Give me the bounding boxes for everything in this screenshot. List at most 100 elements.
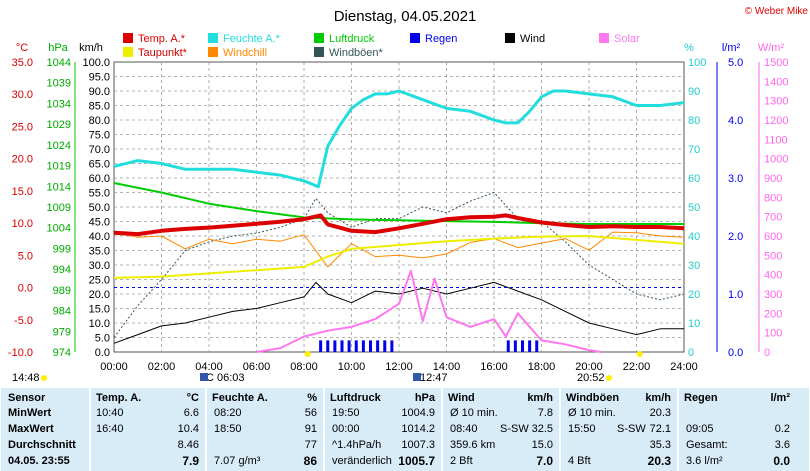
rain-bar [354,340,358,352]
temp-tick-label: 15.0 [12,186,33,198]
press-time-min: 19:50 [332,407,360,419]
press-axis-unit: hPa [48,42,68,54]
speed-tick-label: 50.0 [89,202,110,214]
header-temp-unit: °C [186,392,199,404]
speed-tick-label: 25.0 [89,275,110,287]
hum-time-cur: 7.07 g/m³ [214,455,261,467]
gust-value-avg: 35.3 [649,439,671,451]
x-tick-label: 02:00 [148,361,176,373]
copyright-label: © Weber Mike [745,6,809,17]
table-column-bg [443,388,559,471]
rain-bar [333,340,337,352]
weather-chart: Dienstag, 04.05.2021 © Weber Mike °C hPa… [8,6,809,384]
sunset-icon [606,375,612,381]
hum-tick-label: 70 [688,144,700,156]
header-hum: Feuchte A. [212,392,268,404]
hum-tick-label: 10 [688,318,700,330]
wind-time-cur: 2 Bft [450,455,473,467]
legend-label: Wind [520,33,545,45]
x-tick-label: 20:00 [575,361,603,373]
solar-tick-label: 500 [764,250,782,262]
moonset-time: 14:48 [12,372,40,384]
rain-time-cur: 3.6 l/m² [686,455,723,467]
press-tick-label: 1024 [47,140,71,152]
gust-value-cur: 20.3 [647,454,671,468]
temp-tick-label: -10.0 [8,347,33,359]
speed-tick-label: 20.0 [89,289,110,301]
sunrise-time: C 06:03 [206,372,245,384]
stats-table: Sensor Temp. A. °C Feuchte A.% Luftdruck hPa W… [0,388,810,471]
table-column-bg [1,388,89,471]
legend-label: Windchill [223,47,267,59]
hum-time-max: 18:50 [214,423,242,435]
axes: 35.0 30.0 25.0 20.0 15.0 10.0 5.0 0.0 -5.0 -10.0 1… [8,57,789,373]
speed-tick-label: 15.0 [89,304,110,316]
hum-tick-label: 20 [688,289,700,301]
legend: Temp. A.* Feuchte A.* Luftdruck Regen Wind So… [123,33,640,59]
speed-tick-label: 80.0 [89,115,110,127]
press-tick-label: 1014 [47,181,71,193]
solar-tick-label: 200 [764,308,782,320]
x-tick-label: 08:00 [290,361,318,373]
hum-axis-unit: % [684,42,694,54]
press-tick-label: 1039 [47,78,71,90]
legend-label: Regen [425,33,457,45]
solar-tick-label: 800 [764,192,782,204]
solar-tick-label: 1000 [764,154,788,166]
rain-bar [390,340,394,352]
rain-bar [535,340,539,352]
speed-tick-label: 35.0 [89,246,110,258]
press-time-avg: ^1.4hPa/h [332,439,382,451]
rain-bar [506,340,510,352]
gust-time-min: Ø 10 min. [568,407,616,419]
solar-tick-label: 1500 [764,57,788,69]
solar-tick-label: 600 [764,231,782,243]
solar-tick-label: 300 [764,289,782,301]
hum-tick-label: 30 [688,260,700,272]
wind-value-min: 7.8 [537,407,553,419]
press-value-min: 1004.9 [401,407,435,419]
solar-axis-unit: W/m² [758,42,785,54]
moonrise-time: 12:47 [420,372,448,384]
legend-label: Luftdruck [329,33,375,45]
sunset-time: 20:52 [577,372,605,384]
series-solar-line [256,269,602,353]
press-tick-label: 1029 [47,119,71,131]
table-column-bg [561,388,677,471]
solar-tick-label: 1200 [764,115,788,127]
speed-tick-label: 95.0 [89,72,110,84]
moonrise-icon [413,373,421,381]
legend-label: Solar [614,33,640,45]
hum-tick-label: 100 [688,57,706,69]
x-tick-label: 16:00 [480,361,508,373]
gust-time-cur: 4 Bft [568,455,591,467]
speed-tick-label: 10.0 [89,318,110,330]
series-layer [113,89,685,353]
temp-time-max: 16:40 [96,423,124,435]
speed-tick-label: 30.0 [89,260,110,272]
row-label-avg: Durchschnitt [8,439,76,451]
press-tick-label: 979 [53,326,71,338]
rain-bar [376,340,380,352]
temp-value-avg: 8.46 [177,439,199,451]
temp-axis-unit: °C [16,42,28,54]
x-tick-label: 14:00 [433,361,461,373]
hum-tick-label: 60 [688,173,700,185]
legend-label: Feuchte A.* [223,33,281,45]
press-time-max: 00:00 [332,423,360,435]
speed-tick-label: 0.0 [95,347,110,359]
hum-tick-label: 40 [688,231,700,243]
rain-bar [369,340,372,352]
speed-tick-label: 85.0 [89,101,110,113]
speed-tick-label: 60.0 [89,173,110,185]
header-gust: Windböen [566,392,620,404]
speed-tick-label: 5.0 [95,333,110,345]
series-windb-en-line [113,192,685,338]
temp-tick-label: 25.0 [12,121,33,133]
x-tick-label: 06:00 [243,361,271,373]
press-tick-label: 1004 [47,223,71,235]
press-tick-label: 1044 [47,57,71,69]
rain-tick-label: 4.0 [728,115,743,127]
x-tick-label: 18:00 [528,361,556,373]
